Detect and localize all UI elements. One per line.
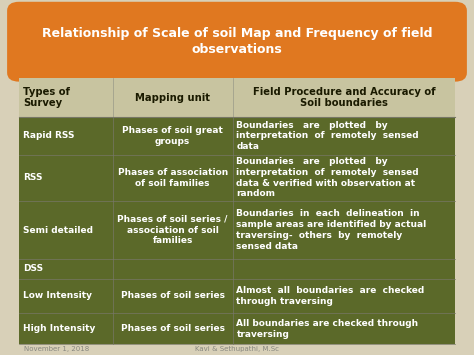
FancyBboxPatch shape bbox=[7, 2, 467, 82]
Text: Almost  all  boundaries  are  checked
through traversing: Almost all boundaries are checked throug… bbox=[237, 286, 425, 306]
Text: Relationship of Scale of soil Map and Frequency of field
observations: Relationship of Scale of soil Map and Fr… bbox=[42, 27, 432, 56]
Text: All boundaries are checked through
traversing: All boundaries are checked through trave… bbox=[237, 319, 419, 339]
Text: Boundaries   are   plotted   by
interpretation  of  remotely  sensed
data: Boundaries are plotted by interpretation… bbox=[237, 121, 419, 151]
Text: DSS: DSS bbox=[23, 264, 43, 273]
Text: Phases of soil great
groups: Phases of soil great groups bbox=[122, 126, 223, 146]
Text: Field Procedure and Accuracy of
Soil boundaries: Field Procedure and Accuracy of Soil bou… bbox=[253, 87, 435, 108]
Text: Phases of soil series: Phases of soil series bbox=[121, 324, 225, 333]
Bar bbox=[19, 78, 455, 344]
Text: Boundaries   are   plotted   by
interpretation  of  remotely  sensed
data & veri: Boundaries are plotted by interpretation… bbox=[237, 157, 419, 198]
Text: RSS: RSS bbox=[23, 173, 42, 182]
Text: High Intensity: High Intensity bbox=[23, 324, 95, 333]
Text: Phases of association
of soil families: Phases of association of soil families bbox=[118, 168, 228, 187]
Text: Mapping unit: Mapping unit bbox=[135, 93, 210, 103]
Text: Boundaries  in  each  delineation  in
sample areas are identified by actual
trav: Boundaries in each delineation in sample… bbox=[237, 209, 427, 251]
Bar bbox=[19, 78, 455, 117]
Text: Kavi & Sethupathi, M.Sc: Kavi & Sethupathi, M.Sc bbox=[195, 346, 279, 352]
Text: Types of
Survey: Types of Survey bbox=[23, 87, 70, 108]
Text: November 1, 2018: November 1, 2018 bbox=[24, 346, 89, 352]
Text: Phases of soil series: Phases of soil series bbox=[121, 291, 225, 300]
Text: Phases of soil series /
association of soil
families: Phases of soil series / association of s… bbox=[118, 215, 228, 245]
Text: Rapid RSS: Rapid RSS bbox=[23, 131, 74, 140]
Text: Semi detailed: Semi detailed bbox=[23, 225, 93, 235]
Text: Low Intensity: Low Intensity bbox=[23, 291, 92, 300]
